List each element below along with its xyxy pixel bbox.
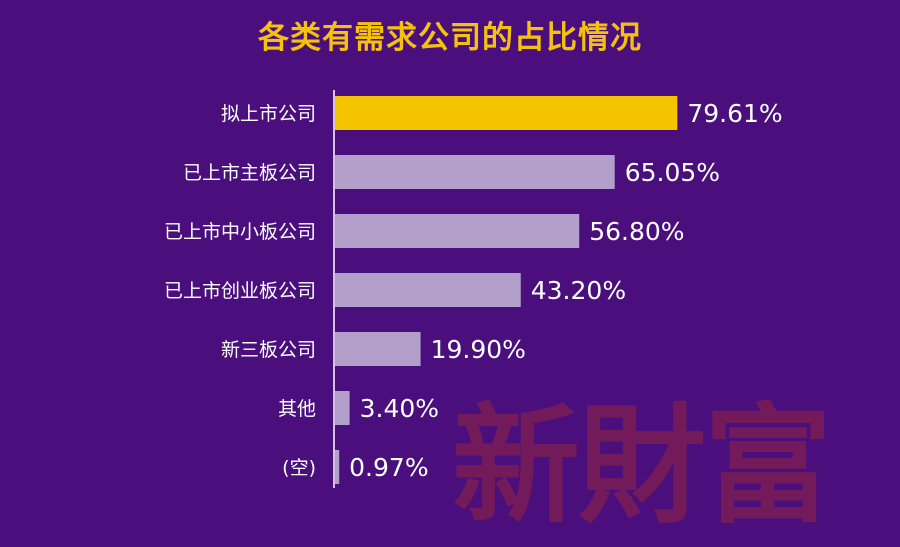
bar-5 bbox=[335, 391, 350, 425]
category-label-0: 拟上市公司 bbox=[221, 103, 316, 125]
value-label-5: 3.40% bbox=[360, 394, 439, 423]
category-label-1: 已上市主板公司 bbox=[183, 162, 316, 184]
category-label-4: 新三板公司 bbox=[221, 339, 316, 361]
category-label-2: 已上市中小板公司 bbox=[164, 221, 316, 243]
category-label-5: 其他 bbox=[278, 398, 316, 420]
bar-6 bbox=[335, 450, 340, 484]
value-label-4: 19.90% bbox=[431, 335, 526, 364]
chart-title: 各类有需求公司的占比情况 bbox=[258, 20, 642, 56]
bar-chart: 拟上市公司 79.61% 已上市主板公司 65.05% 已上市中小板公司 56.80% 已上… bbox=[164, 90, 783, 488]
value-label-3: 43.20% bbox=[531, 276, 626, 305]
category-label-3: 已上市创业板公司 bbox=[164, 280, 316, 302]
bar-3 bbox=[335, 273, 521, 307]
category-label-6: (空) bbox=[282, 457, 316, 479]
bar-2 bbox=[335, 214, 580, 248]
bar-0 bbox=[335, 96, 678, 130]
bar-1 bbox=[335, 155, 615, 189]
value-label-0: 79.61% bbox=[687, 99, 782, 128]
value-label-1: 65.05% bbox=[625, 158, 720, 187]
value-label-6: 0.97% bbox=[349, 453, 428, 482]
bar-4 bbox=[335, 332, 421, 366]
value-label-2: 56.80% bbox=[589, 217, 684, 246]
